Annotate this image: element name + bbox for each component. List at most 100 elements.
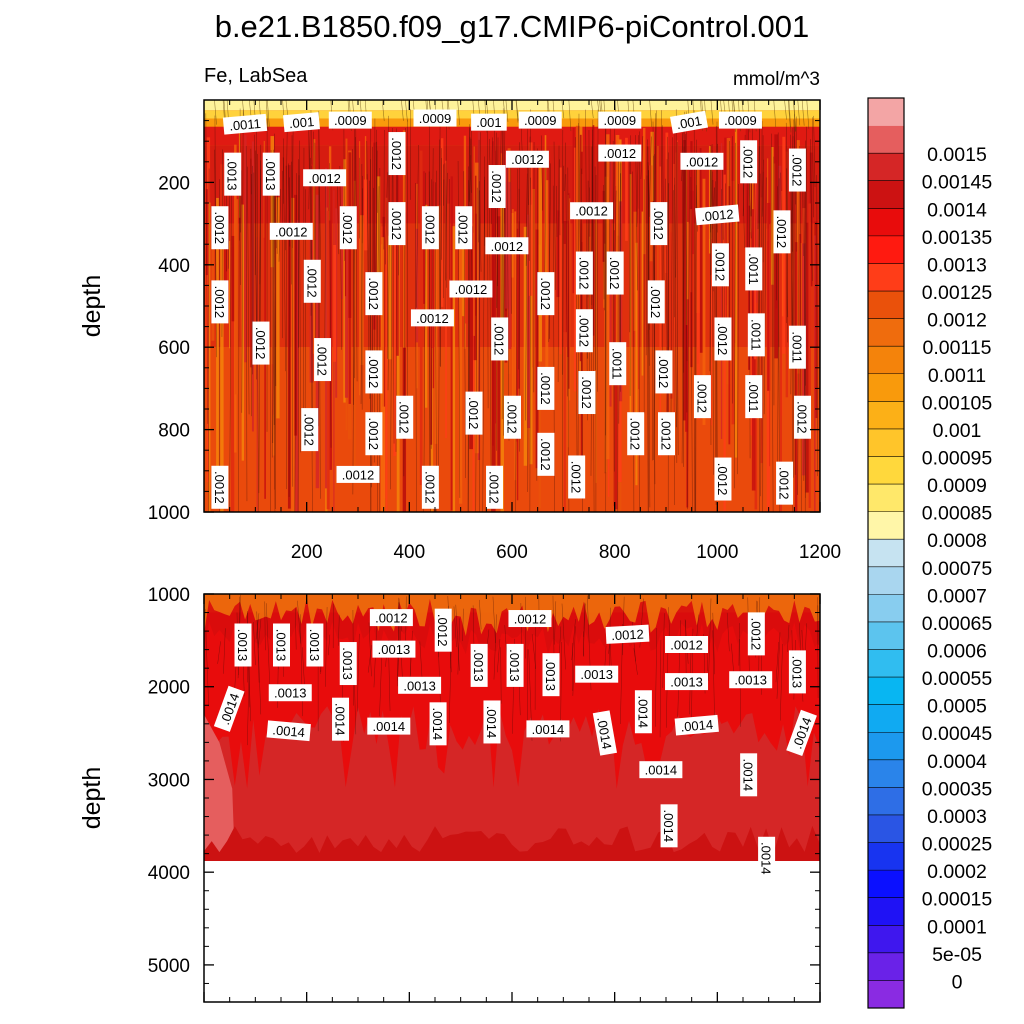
upper-contour-label-text: .0012 — [416, 311, 449, 326]
colorbar-label: 0.0002 — [927, 861, 987, 883]
upper-contour-line — [813, 115, 816, 188]
upper-contour-label: .0009 — [718, 111, 762, 129]
upper-streak — [805, 222, 810, 493]
upper-contour-label-box — [695, 204, 740, 226]
lower-contour-label-box — [575, 665, 619, 683]
upper-contour-line — [556, 185, 558, 238]
upper-contour-label-text: .0012 — [456, 211, 471, 244]
upper-contour-label-box — [283, 112, 320, 133]
upper-contour-label-text: .0012 — [777, 467, 792, 500]
lower-contour-label: .0012 — [508, 610, 552, 628]
upper-contour-label-box — [788, 325, 806, 369]
upper-streak — [225, 237, 227, 322]
upper-surface-contour — [806, 100, 810, 129]
upper-streak — [244, 135, 247, 363]
lower-contour-label-box — [542, 653, 560, 697]
upper-contour-line — [415, 183, 417, 512]
upper-contour-line — [605, 112, 607, 436]
lower-contour-label-box — [470, 643, 488, 687]
colorbar-label: 0 — [952, 971, 963, 993]
upper-contour-line — [515, 168, 518, 512]
lower-contour-label-box — [506, 643, 524, 687]
upper-contour-line — [494, 128, 497, 308]
upper-contour-label-box — [598, 111, 642, 129]
upper-surface-contour — [710, 100, 714, 125]
upper-contour-line — [577, 113, 580, 498]
upper-streak — [579, 134, 582, 362]
lower-contour-line — [633, 648, 638, 675]
upper-contour-label: .0012 — [211, 206, 229, 250]
upper-streak — [446, 203, 450, 279]
upper-contour-label-box — [740, 140, 758, 184]
upper-streak — [563, 243, 566, 512]
upper-contour-line — [247, 166, 250, 415]
upper-contour-labels: .0011 .001 .0009 .0009 .001 .0009 .0009 .001 .00… — [211, 109, 812, 509]
lower-contour-line — [622, 596, 625, 656]
upper-contour-label-text: .0012 — [607, 257, 622, 290]
lower-contour-label-text: .0013 — [789, 656, 804, 689]
upper-contour-label: .0012 — [488, 165, 506, 209]
lower-contour-line — [659, 639, 662, 738]
lower-contour-label: .0013 — [268, 684, 312, 702]
upper-contour-label: .0012 — [388, 202, 406, 246]
upper-streak — [291, 197, 295, 512]
upper-streak — [625, 137, 628, 241]
upper-streak — [702, 178, 706, 425]
upper-contour-line — [329, 163, 332, 448]
upper-contour-label: .0012 — [388, 132, 406, 176]
lower-contour-label-text: .0014 — [333, 703, 348, 736]
upper-surface-contour — [405, 100, 408, 122]
lower-panel: .0012 .0012 .0012 .0012 .0012 .0012 .0013 .0013… — [78, 585, 821, 1003]
upper-contour-line — [557, 145, 560, 383]
upper-contour-label-box — [609, 342, 627, 386]
lower-contour-field — [204, 594, 820, 1002]
upper-contour-label-box — [680, 152, 724, 170]
upper-streak — [749, 158, 752, 233]
upper-contour-label: .0011 — [788, 325, 806, 369]
upper-streak — [333, 244, 337, 362]
lower-contour-line — [266, 603, 271, 694]
upper-streak — [250, 158, 252, 368]
colorbar-swatch — [868, 208, 904, 237]
lower-contour-line — [257, 618, 262, 649]
upper-streak — [396, 240, 400, 512]
upper-contour-label: .0012 — [365, 272, 383, 316]
upper-streak — [689, 208, 693, 293]
lower-contour-line — [264, 601, 266, 651]
upper-contour-line — [687, 170, 690, 510]
upper-streak — [629, 174, 632, 438]
upper-contour-label: .0012 — [776, 461, 794, 505]
lower-contour-label-box — [234, 623, 252, 667]
upper-contour-label: .0012 — [252, 321, 270, 365]
upper-depth-band — [204, 118, 820, 127]
upper-contour-label-box — [455, 206, 473, 250]
upper-contour-label-box — [339, 206, 357, 250]
upper-contour-label: .0012 — [714, 317, 732, 361]
upper-contour-line — [695, 165, 697, 512]
upper-contour-label-text: .0012 — [576, 257, 591, 290]
upper-surface-contour — [568, 100, 572, 132]
lower-contour-label-box — [665, 636, 709, 653]
upper-streak — [527, 214, 531, 429]
lower-contour-label: .0014 — [592, 710, 617, 756]
upper-contour-line — [503, 167, 505, 436]
upper-contour-label-box — [598, 144, 642, 162]
upper-streak — [710, 237, 713, 426]
upper-contour-line — [324, 178, 326, 348]
upper-contour-line — [308, 120, 311, 210]
upper-panel: .0011 .001 .0009 .0009 .001 .0009 .0009 .001 .00… — [78, 99, 841, 563]
upper-contour-line — [479, 181, 482, 272]
upper-streak — [373, 142, 376, 330]
upper-contour-line — [597, 109, 599, 392]
upper-contour-label: .0012 — [537, 272, 555, 316]
colorbar-swatch — [868, 842, 904, 871]
lower-contour-line — [453, 606, 457, 648]
lower-contour-label-box — [740, 753, 758, 797]
upper-streak — [514, 211, 517, 481]
lower-contour-label-box — [674, 714, 719, 736]
colorbar-label: 0.0003 — [927, 806, 987, 828]
upper-streak — [575, 125, 580, 349]
upper-contour-label-box — [655, 350, 673, 394]
lower-left-region — [204, 714, 235, 862]
lower-contour-label-box — [367, 717, 411, 735]
